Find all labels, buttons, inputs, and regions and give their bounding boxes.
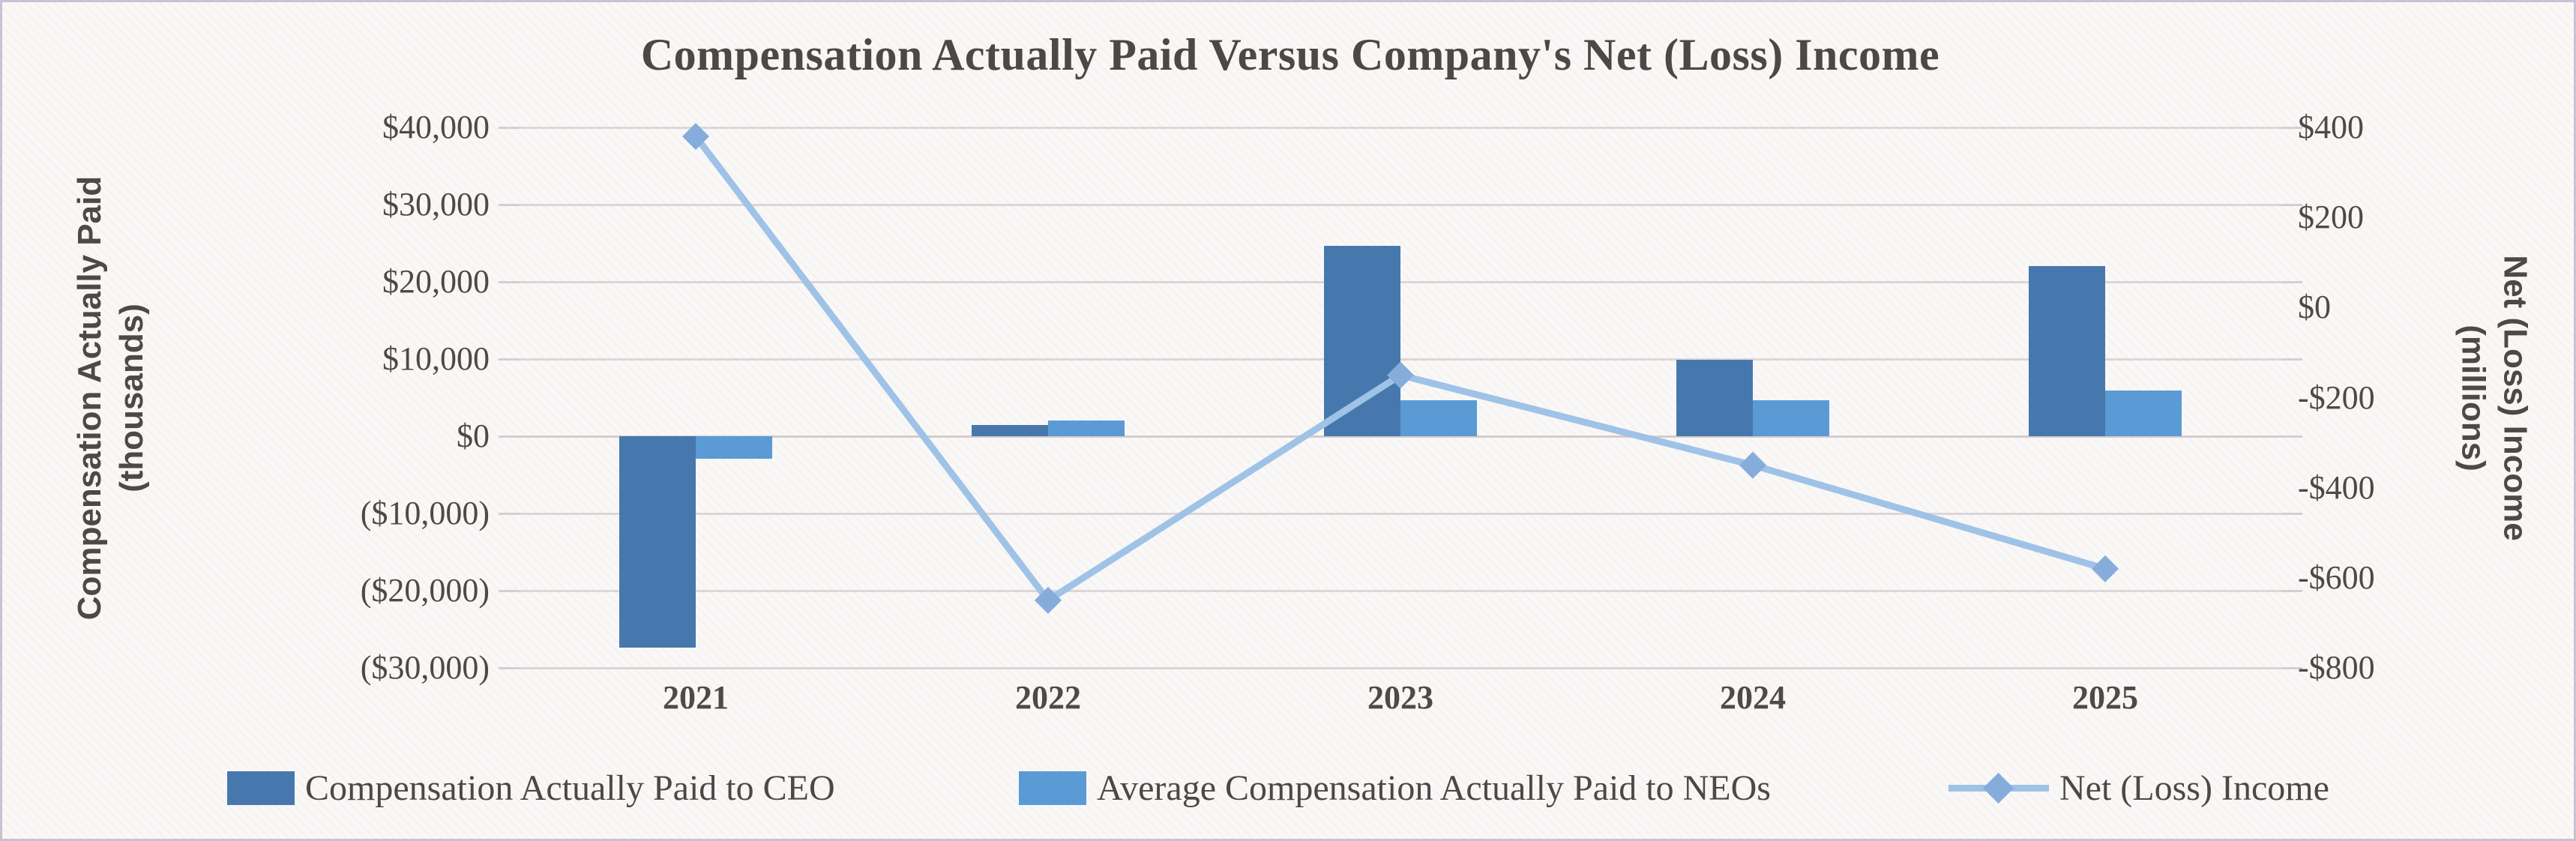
gridline [520, 203, 2281, 206]
gridline [520, 126, 2281, 129]
left-axis-tick-label: ($30,000) [360, 649, 490, 686]
gridline [520, 435, 2281, 438]
net-loss-income-marker [1739, 451, 1766, 479]
chart-title: Compensation Actually Paid Versus Compan… [640, 30, 1940, 79]
ceo-compensation-bar [619, 436, 696, 648]
left-axis-title-line1: Compensation Actually Paid [71, 175, 109, 620]
left-axis-title: Compensation Actually Paid (thousands) [69, 175, 153, 619]
left-axis-tick-mark [499, 512, 520, 515]
legend-swatch-neo [1019, 771, 1086, 805]
left-axis-title-box: Compensation Actually Paid (thousands) [17, 127, 205, 668]
right-axis-tick-mark [2281, 126, 2302, 129]
gridline [520, 666, 2281, 669]
right-axis-tick-mark [2281, 280, 2302, 283]
x-axis-year-label: 2021 [663, 679, 729, 716]
legend-item: Average Compensation Actually Paid to NE… [1019, 758, 1771, 818]
left-axis-tick-mark [499, 435, 520, 438]
ceo-compensation-bar [972, 424, 1048, 436]
neo-compensation-bar [696, 436, 772, 459]
neo-compensation-bar [1400, 400, 1477, 436]
legend-item: Net (Loss) Income [1948, 758, 2329, 818]
right-axis-tick-mark [2281, 358, 2302, 361]
right-axis-tick-label: -$200 [2298, 379, 2375, 416]
right-axis-tick-mark [2281, 666, 2302, 669]
legend-label: Compensation Actually Paid to CEO [305, 768, 835, 808]
left-axis-tick-mark [499, 203, 520, 206]
left-axis-tick-label: $20,000 [382, 263, 490, 300]
gridline [520, 589, 2281, 592]
neo-compensation-bar [1753, 400, 1829, 436]
right-axis-tick-label: $200 [2298, 199, 2364, 236]
right-axis-tick-mark [2281, 203, 2302, 206]
net-loss-income-marker [682, 123, 709, 151]
left-axis-tick-mark [499, 126, 520, 129]
x-axis-year-label: 2024 [1720, 679, 1786, 716]
right-axis-tick-label: $0 [2298, 289, 2331, 326]
right-axis-tick-mark [2281, 589, 2302, 592]
left-axis-title-line2: (thousands) [113, 303, 151, 492]
net-loss-income-marker [1035, 586, 1062, 614]
ceo-compensation-bar [1324, 245, 1400, 436]
left-axis-tick-label: $40,000 [382, 109, 490, 145]
left-axis-tick-label: $10,000 [382, 340, 490, 377]
right-axis-title: Net (Loss) Income (millions) [2452, 255, 2536, 540]
legend-label: Average Compensation Actually Paid to NE… [1097, 768, 1771, 808]
net-loss-income-line [682, 123, 2119, 614]
neo-compensation-bar [2105, 391, 2182, 436]
legend-line-marker [1948, 772, 2049, 804]
right-axis-tick-label: $400 [2298, 109, 2364, 145]
right-axis-title-line1: Net (Loss) Income [2497, 254, 2535, 541]
left-axis-tick-label: ($20,000) [360, 572, 490, 609]
ceo-compensation-bar [2029, 266, 2105, 436]
right-axis-tick-label: -$600 [2298, 558, 2375, 596]
left-axis-tick-mark [499, 280, 520, 283]
gridline [520, 280, 2281, 283]
left-axis-tick-mark [499, 666, 520, 669]
left-axis-tick-label: $0 [457, 418, 490, 454]
gridline [520, 512, 2281, 515]
left-axis-tick-mark [499, 358, 520, 361]
neo-compensation-bar [1048, 420, 1125, 436]
legend-diamond-icon [1982, 772, 2014, 804]
legend-swatch-ceo [227, 771, 295, 805]
x-axis-year-label: 2025 [2072, 679, 2138, 716]
right-axis-tick-label: -$800 [2298, 649, 2375, 686]
net-loss-income-marker [2092, 555, 2119, 582]
legend-label: Net (Loss) Income [2059, 768, 2329, 808]
gridline [520, 358, 2281, 361]
legend-item: Compensation Actually Paid to CEO [227, 758, 835, 818]
ceo-compensation-bar [1676, 360, 1753, 436]
left-axis-tick-label: ($10,000) [360, 495, 490, 531]
net-loss-income-marker [1387, 361, 1414, 389]
x-axis-year-label: 2022 [1015, 679, 1081, 716]
x-axis-year-label: 2023 [1367, 679, 1433, 716]
right-axis-tick-label: -$400 [2298, 468, 2375, 506]
right-axis-title-box: Net (Loss) Income (millions) [2410, 127, 2576, 668]
right-axis-tick-mark [2281, 512, 2302, 515]
right-axis-title-line2: (millions) [2455, 324, 2493, 471]
right-axis-tick-mark [2281, 435, 2302, 438]
left-axis-tick-mark [499, 589, 520, 592]
left-axis-tick-label: $30,000 [382, 186, 490, 223]
